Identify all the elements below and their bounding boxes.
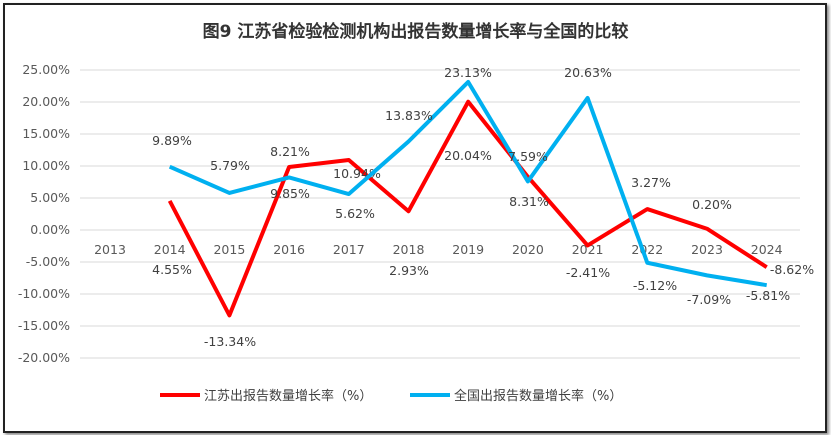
data-label: 4.55% [152,262,192,277]
legend-label: 全国出报告数量增长率（%） [454,388,622,404]
y-tick-label: 0.00% [30,222,70,237]
y-tick-label: -5.00% [26,254,70,269]
legend-label: 江苏出报告数量增长率（%） [204,388,372,404]
y-tick-label: 10.00% [22,158,70,173]
data-label: 2.93% [389,263,429,278]
data-label: 5.79% [210,158,250,173]
data-label: 13.83% [385,108,433,123]
data-label: 20.63% [564,65,612,80]
data-label: -13.34% [204,334,256,349]
x-tick-label: 2019 [452,242,484,257]
x-tick-label: 2018 [393,242,425,257]
data-label: 0.20% [692,197,732,212]
data-label: -5.12% [633,278,677,293]
x-tick-label: 2024 [751,242,783,257]
data-label: -2.41% [566,265,610,280]
data-label: 20.04% [444,148,492,163]
x-tick-label: 2016 [273,242,305,257]
x-tick-label: 2020 [512,242,544,257]
data-label: 9.85% [270,186,310,201]
data-label: 3.27% [631,175,671,190]
data-label: 23.13% [444,65,492,80]
x-tick-label: 2015 [213,242,245,257]
x-tick-label: 2014 [154,242,186,257]
data-label: 5.62% [335,206,375,221]
y-tick-label: 5.00% [30,190,70,205]
x-tick-label: 2013 [94,242,126,257]
x-tick-label: 2021 [572,242,604,257]
chart-title: 图9 江苏省检验检测机构出报告数量增长率与全国的比较 [202,22,629,42]
chart-frame [3,3,827,433]
y-tick-label: -20.00% [18,350,70,365]
x-tick-label: 2017 [333,242,365,257]
data-label: 8.31% [509,194,549,209]
y-tick-label: -15.00% [18,318,70,333]
data-label: -8.62% [770,262,814,277]
data-label: -7.09% [687,292,731,307]
x-tick-label: 2023 [691,242,723,257]
y-tick-label: -10.00% [18,286,70,301]
data-label: -5.81% [746,288,790,303]
data-label: 7.59% [508,149,548,164]
y-tick-label: 25.00% [22,62,70,77]
data-label: 9.89% [152,133,192,148]
y-tick-label: 20.00% [22,94,70,109]
y-tick-label: 15.00% [22,126,70,141]
x-tick-label: 2022 [631,242,663,257]
data-label: 8.21% [270,144,310,159]
